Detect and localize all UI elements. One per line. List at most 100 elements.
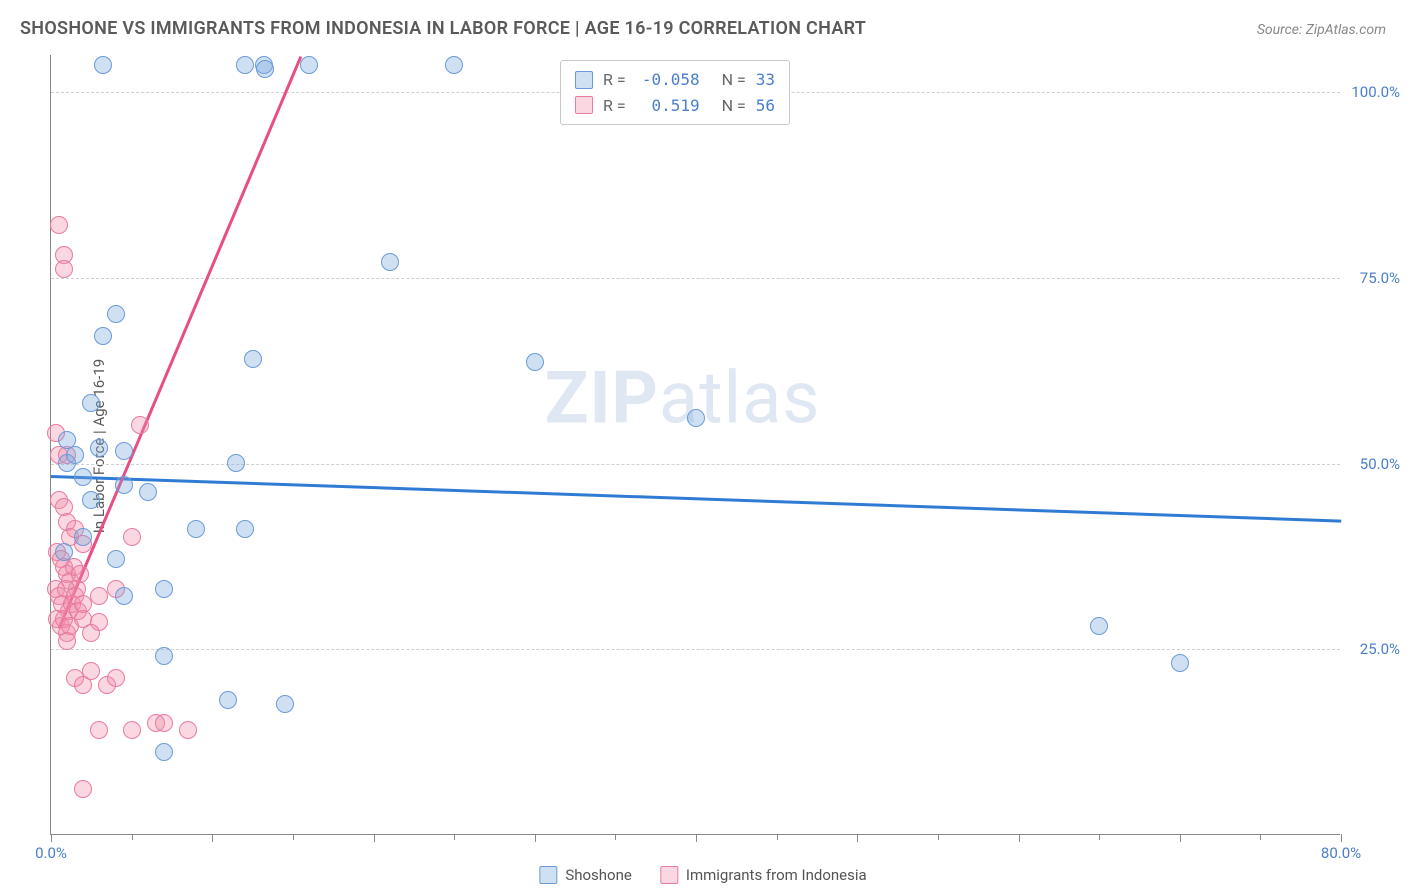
data-point [445,56,463,74]
x-tick [1341,834,1342,842]
data-point [123,721,141,739]
legend-swatch [575,71,593,89]
trendline-1 [58,56,303,629]
stat-n-value: 33 [756,67,775,93]
data-point [82,394,100,412]
data-point [74,528,92,546]
data-point [115,442,133,460]
data-point [155,647,173,665]
stat-n-value: 56 [756,93,775,119]
x-tick [1019,834,1020,842]
y-tick-label: 50.0% [1360,455,1400,473]
legend-stats-row: R = -0.058 N = 33 [575,67,775,93]
x-tick-minor [454,834,455,840]
x-tick-minor [777,834,778,840]
x-tick-minor [293,834,294,840]
x-tick-minor [1099,834,1100,840]
data-point [139,483,157,501]
stat-n-label: N = [722,93,746,119]
x-tick-minor [615,834,616,840]
legend-label: Immigrants from Indonesia [686,866,867,884]
data-point [55,543,73,561]
x-tick [535,834,536,842]
legend-item: Immigrants from Indonesia [660,866,867,884]
data-point [155,714,173,732]
watermark-zip: ZIP [545,355,659,440]
legend-swatch [539,866,557,884]
data-point [381,253,399,271]
data-point [526,353,544,371]
data-point [107,550,125,568]
x-tick-minor [132,834,133,840]
watermark: ZIPatlas [545,355,821,440]
data-point [179,721,197,739]
data-point [55,260,73,278]
y-tick-label: 75.0% [1360,269,1400,287]
x-tick [212,834,213,842]
data-point [300,56,318,74]
data-point [50,216,68,234]
x-tick-minor [1260,834,1261,840]
stat-n-label: N = [722,67,746,93]
x-tick-label: 80.0% [1321,844,1361,862]
x-tick [374,834,375,842]
data-point [227,454,245,472]
chart-title: SHOSHONE VS IMMIGRANTS FROM INDONESIA IN… [20,18,866,39]
data-point [90,439,108,457]
data-point [74,780,92,798]
data-point [58,632,76,650]
data-point [236,56,254,74]
watermark-atlas: atlas [659,355,821,440]
stat-r-label: R = [603,93,626,119]
legend-stats-box: R = -0.058 N = 33 R = 0.519 N = 56 [560,60,790,125]
data-point [107,305,125,323]
x-tick [696,834,697,842]
data-point [82,624,100,642]
data-point [115,587,133,605]
y-tick-label: 25.0% [1360,640,1400,658]
data-point [71,565,89,583]
data-point [107,669,125,687]
data-point [276,695,294,713]
data-point [90,721,108,739]
x-tick [1180,834,1181,842]
data-point [94,327,112,345]
data-point [187,520,205,538]
x-tick [857,834,858,842]
gridline-h [51,649,1340,650]
data-point [123,528,141,546]
gridline-h [51,278,1340,279]
x-tick-minor [938,834,939,840]
data-point [94,56,112,74]
data-point [82,491,100,509]
data-point [155,580,173,598]
legend-swatch [575,96,593,114]
trendline-0 [51,475,1341,523]
data-point [256,60,274,78]
data-point [236,520,254,538]
data-point [155,743,173,761]
data-point [1171,654,1189,672]
data-point [1090,617,1108,635]
x-tick-label: 0.0% [35,844,67,862]
legend-label: Shoshone [565,866,632,884]
source-attribution: Source: ZipAtlas.com [1257,22,1386,38]
x-tick [51,834,52,842]
legend-stats-row: R = 0.519 N = 56 [575,93,775,119]
data-point [74,468,92,486]
data-point [115,476,133,494]
stat-r-label: R = [603,67,626,93]
y-tick-label: 100.0% [1351,83,1400,101]
data-point [131,416,149,434]
legend-swatch [660,866,678,884]
data-point [82,662,100,680]
stat-r-value: 0.519 [636,93,700,119]
stat-r-value: -0.058 [636,67,700,93]
data-point [687,409,705,427]
data-point [219,691,237,709]
legend-bottom: Shoshone Immigrants from Indonesia [539,866,866,884]
data-point [244,350,262,368]
plot-area: ZIPatlas 25.0%50.0%75.0%100.0%0.0%80.0% [50,55,1340,835]
legend-item: Shoshone [539,866,632,884]
data-point [66,446,84,464]
